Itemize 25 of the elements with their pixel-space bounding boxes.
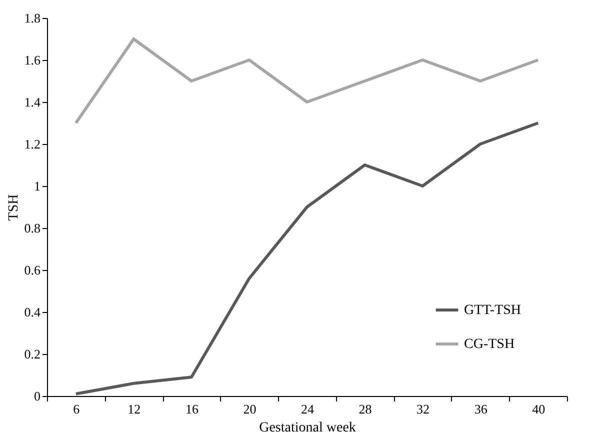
x-tick-label: 16: [185, 402, 199, 416]
y-tick-label: 1.2: [24, 136, 40, 152]
x-tick-label: 28: [358, 402, 372, 416]
x-axis-title: Gestational week: [259, 420, 356, 436]
legend-label: CG-TSH: [464, 337, 515, 352]
y-tick-label: 1.8: [24, 10, 40, 26]
y-tick-label: 1.4: [24, 94, 41, 110]
y-tick-label: 0.6: [24, 262, 41, 278]
y-tick-label: 0.8: [24, 220, 40, 236]
y-tick-label: 0.2: [24, 346, 40, 362]
x-tick-label: 20: [243, 402, 256, 416]
y-tick-label: 1: [34, 178, 40, 194]
y-axis-title: TSH: [6, 194, 22, 221]
line-series: [74, 38, 540, 124]
y-tick-label: 0: [34, 388, 40, 404]
x-tick-label: 32: [416, 402, 430, 416]
legend-label: GTT-TSH: [464, 303, 522, 318]
line-series: [74, 122, 540, 396]
x-tick-label: 12: [128, 402, 141, 416]
x-tick-label: 24: [301, 402, 314, 416]
y-tick-label: 0.4: [24, 304, 41, 320]
x-tick-label: 40: [532, 402, 546, 416]
x-tick-label: 36: [474, 402, 488, 416]
y-tick-label: 1.6: [24, 52, 41, 68]
x-tick-label: 6: [73, 402, 80, 416]
